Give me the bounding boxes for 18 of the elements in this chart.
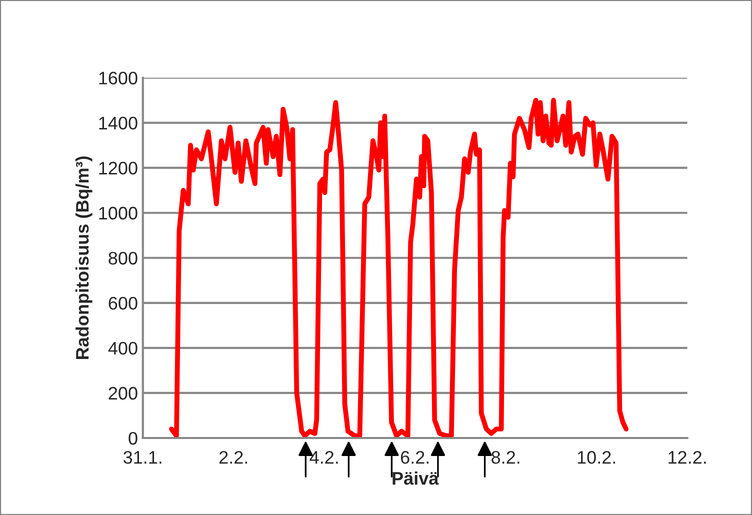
x-tick-label: 31.1. (123, 450, 162, 464)
y-tick-label: 1000 (99, 206, 138, 220)
y-tick-label: 1200 (99, 162, 138, 175)
y-axis-title: Radonpitoisuus (Bq/m³) (75, 156, 92, 359)
x-tick-label: 2.2. (219, 450, 248, 464)
y-tick-label: 0 (128, 432, 138, 445)
y-tick-label: 1400 (99, 116, 138, 130)
y-tick-label: 800 (108, 252, 138, 265)
x-tick-label: 8.2. (492, 450, 520, 464)
y-tick-label: 600 (108, 296, 138, 310)
y-tick-label: 200 (108, 386, 138, 400)
y-tick-label: 400 (108, 342, 138, 355)
x-tick-label: 4.2. (310, 450, 338, 464)
x-axis-title: Päivä (392, 472, 439, 485)
y-tick-label: 1600 (99, 72, 138, 84)
x-tick-label: 10.2. (578, 450, 616, 464)
x-tick-label: 12.2. (668, 450, 706, 464)
x-tick-label: 6.2. (400, 450, 429, 464)
